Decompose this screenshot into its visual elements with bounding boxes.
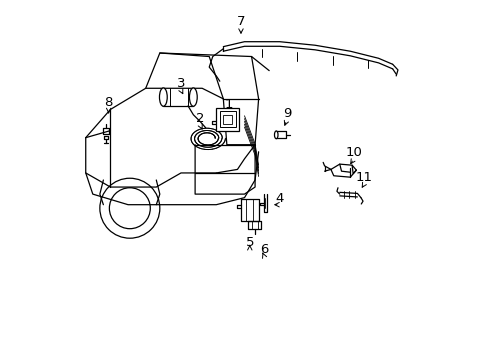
Text: 5: 5 bbox=[245, 236, 254, 249]
Ellipse shape bbox=[189, 88, 197, 106]
Bar bbox=[219, 111, 235, 127]
Text: 3: 3 bbox=[176, 77, 185, 90]
Text: 11: 11 bbox=[355, 171, 372, 184]
Ellipse shape bbox=[274, 131, 278, 139]
Text: 9: 9 bbox=[282, 107, 290, 120]
Bar bbox=[216, 108, 239, 131]
Text: 4: 4 bbox=[275, 192, 284, 205]
Text: 8: 8 bbox=[104, 96, 113, 109]
Ellipse shape bbox=[159, 88, 167, 106]
Text: 1: 1 bbox=[224, 98, 232, 111]
Text: 7: 7 bbox=[236, 15, 244, 28]
Text: 2: 2 bbox=[196, 112, 204, 125]
Text: 10: 10 bbox=[345, 146, 362, 159]
Text: 6: 6 bbox=[259, 243, 267, 256]
Bar bbox=[223, 115, 232, 123]
